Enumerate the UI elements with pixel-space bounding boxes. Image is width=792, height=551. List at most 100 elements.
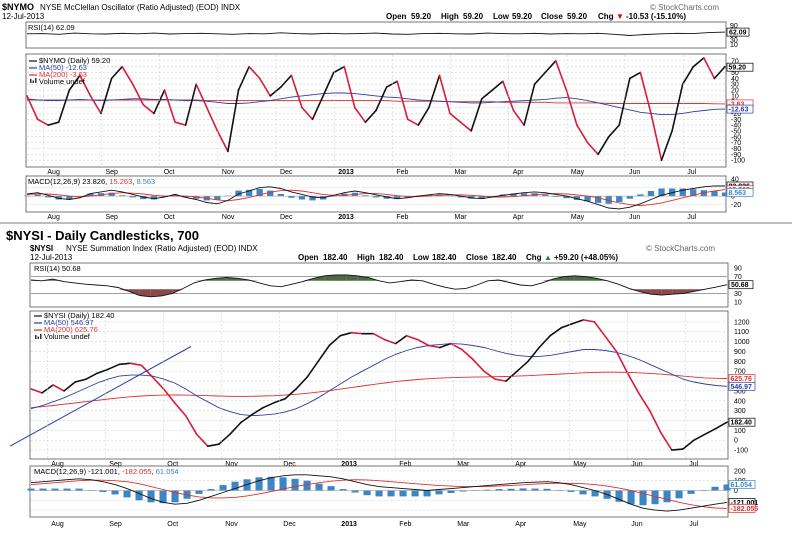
nysi-subtitle: NYSE Summation Index (Ratio Adjusted) (E… — [66, 244, 258, 253]
macd-hist-bar — [711, 191, 718, 197]
price-segment — [79, 74, 92, 97]
price-segment — [173, 401, 187, 417]
price-segment — [251, 406, 264, 416]
price-segment — [284, 388, 297, 400]
month-label: Oct — [167, 521, 178, 528]
nysi-legend-ma50: MA(50) 546.97 — [44, 318, 94, 327]
nymo-open-value: 59.20 — [411, 12, 432, 21]
price-segment — [405, 334, 419, 341]
price-segment — [311, 95, 324, 121]
nysi-legend-ma200: MA(200) 625.76 — [44, 325, 98, 334]
price-segment — [427, 344, 441, 349]
value-tag-box — [728, 504, 756, 513]
price-segment — [494, 378, 507, 382]
value-tag-box — [728, 417, 756, 427]
macd-hist-bar — [291, 478, 299, 491]
price-segment — [269, 86, 282, 97]
nymo-legend-price: $NYMO (Daily) 59.20 — [39, 56, 110, 65]
macd-hist-bar — [639, 490, 647, 506]
price-segment — [85, 372, 99, 380]
month-label: May — [573, 521, 587, 528]
macd-hist-bar — [459, 490, 467, 492]
price-segment — [89, 95, 102, 115]
price-segment — [671, 83, 684, 132]
price-segment — [195, 433, 209, 448]
price-segment — [350, 331, 364, 335]
price-segment — [715, 421, 728, 430]
price-segment — [702, 57, 716, 80]
macd-hist-bar — [563, 196, 570, 199]
macd-hist-bar — [375, 490, 383, 497]
macd-hist-bar — [288, 196, 295, 198]
axis-tick-label: 70 — [731, 58, 739, 65]
price-segment — [483, 370, 496, 380]
nysi-rsi-label: RSI(14) 50.68 — [34, 264, 81, 273]
price-segment — [449, 112, 462, 123]
price-segment — [162, 388, 176, 404]
nymo-symbol: $NYMO — [2, 2, 34, 12]
nysi-open-label: Open — [298, 253, 319, 262]
nysi-chart: $NYSI - Daily Candlesticks, 700 $NYSI NY… — [6, 228, 758, 528]
price-segment — [533, 71, 547, 85]
macd-hist-bar — [387, 490, 395, 497]
price-segment — [692, 57, 705, 68]
price-segment — [593, 321, 607, 338]
nymo-macd-label-pre: MACD(12,26,9) — [28, 177, 81, 186]
macd-hist-bar — [394, 196, 401, 200]
price-segment — [96, 368, 110, 375]
axis-tick-label: -40 — [731, 123, 741, 130]
price-segment — [174, 121, 187, 126]
axis-tick-label: -80 — [731, 146, 741, 153]
nysi-high-label: High — [357, 253, 375, 262]
macd-hist-bar — [27, 488, 35, 491]
legend-volume-bars-icon — [30, 78, 37, 83]
price-segment — [512, 109, 525, 126]
price-segment — [639, 71, 652, 115]
nymo-macd-tags: 23.82615.2638.563 — [726, 181, 754, 197]
macd-hist-bar — [543, 488, 551, 491]
price-segment — [459, 121, 473, 132]
value-tag-label: -182.055 — [731, 506, 759, 513]
nymo-high-label: High — [441, 12, 459, 21]
nysi-low-value: 182.40 — [432, 253, 457, 262]
value-tag-box — [728, 480, 756, 489]
macd-hist-bar — [591, 490, 599, 497]
macd-hist-bar — [87, 193, 94, 197]
nysi-close-label: Close — [466, 253, 488, 262]
nymo-open-label: Open — [386, 12, 407, 21]
nymo-rsi-frame — [25, 21, 727, 49]
price-segment — [63, 381, 76, 392]
nysi-legend-price: $NYSI (Daily) 182.40 — [44, 311, 114, 320]
macd-hist-bar — [627, 490, 635, 505]
axis-tick-label: 40 — [731, 177, 739, 184]
month-label: Dec — [283, 521, 296, 528]
month-label: May — [573, 461, 587, 468]
price-segment — [491, 80, 504, 91]
price-segment — [317, 344, 331, 363]
price-segment — [364, 109, 377, 123]
price-segment — [523, 83, 536, 126]
price-segment — [142, 103, 155, 115]
macd-hist-bar — [531, 488, 539, 491]
rsi-value-tag-label: 50.68 — [731, 282, 749, 289]
rsi-oversold-fill — [128, 289, 140, 296]
price-segment — [290, 74, 303, 109]
macd-hist-bar — [637, 194, 644, 197]
price-segment — [118, 362, 132, 366]
nysi-big-title: $NYSI - Daily Candlesticks, 700 — [6, 228, 199, 243]
axis-tick-label: -50 — [731, 128, 741, 135]
month-label: Jun — [629, 214, 640, 221]
macd-hist-bar — [207, 489, 215, 491]
price-segment — [36, 118, 50, 126]
macd-hist-bar — [457, 196, 464, 198]
macd-hist-bar — [51, 488, 59, 491]
nymo-macd-value: 23.826 — [82, 177, 105, 186]
price-segment — [549, 326, 563, 337]
rsi-overbought-fill — [585, 276, 597, 281]
nysi-rsi-line — [30, 274, 728, 298]
macd-hist-bar — [231, 481, 239, 491]
price-segment — [648, 409, 662, 434]
macd-hist-bar — [298, 196, 306, 200]
nymo-chg-label: Chg — [598, 12, 614, 21]
price-segment — [571, 319, 585, 325]
